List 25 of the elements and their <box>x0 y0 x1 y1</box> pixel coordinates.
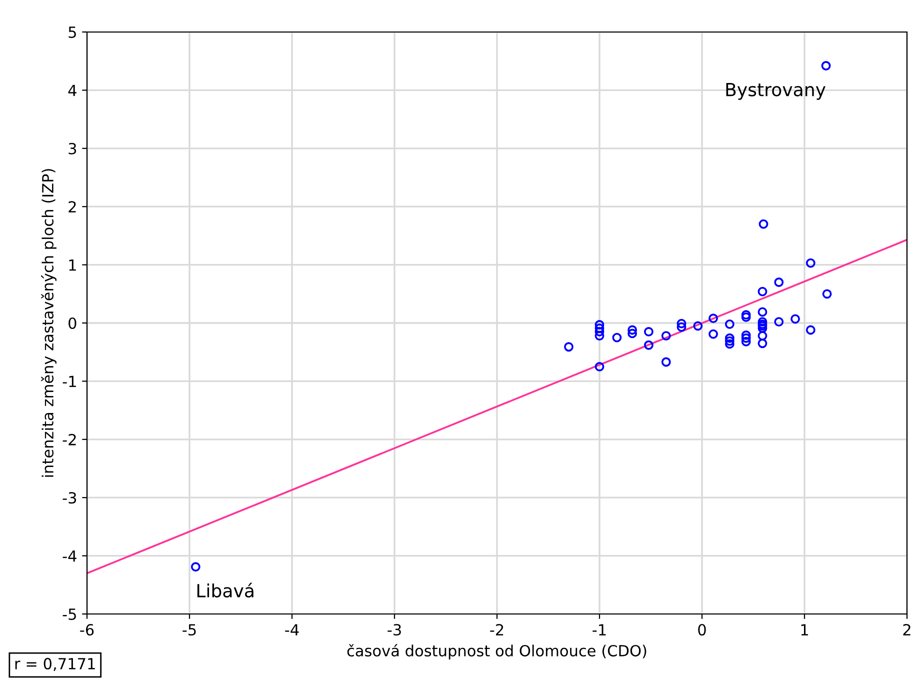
y-tick-label: 5 <box>68 26 76 38</box>
annotation: Libavá <box>197 582 254 598</box>
y-tick-label: -1 <box>62 376 76 388</box>
y-tick-label: -2 <box>62 434 76 446</box>
y-axis-title: intenzita změny zastavěných ploch (IZP) <box>41 169 56 477</box>
x-tick-label: -5 <box>182 624 196 636</box>
y-tick-label: 1 <box>69 259 76 271</box>
x-tick-label: -6 <box>80 624 94 636</box>
x-tick-label: 0 <box>698 624 706 636</box>
text: r = 0,7171 <box>15 658 95 671</box>
y-tick-label: 3 <box>68 142 76 154</box>
y-tick-label: 0 <box>68 317 76 330</box>
x-axis-title: časová dostupnost od Olomouce (CDO) <box>347 644 646 660</box>
x-tick-label: -2 <box>490 624 504 636</box>
y-tick-label: -4 <box>62 550 76 562</box>
x-tick-label: 2 <box>903 624 910 636</box>
x-tick-label: -4 <box>285 624 299 636</box>
y-tick-label: 2 <box>68 201 76 212</box>
annotation: Bystrovany <box>726 82 826 100</box>
y-tick-label: 4 <box>68 84 76 96</box>
x-tick-label: -3 <box>388 624 401 636</box>
x-tick-label: 1 <box>801 624 808 636</box>
y-tick-label: -3 <box>62 492 76 504</box>
y-tick-label: -5 <box>62 608 76 620</box>
x-tick-label: -1 <box>592 624 606 636</box>
